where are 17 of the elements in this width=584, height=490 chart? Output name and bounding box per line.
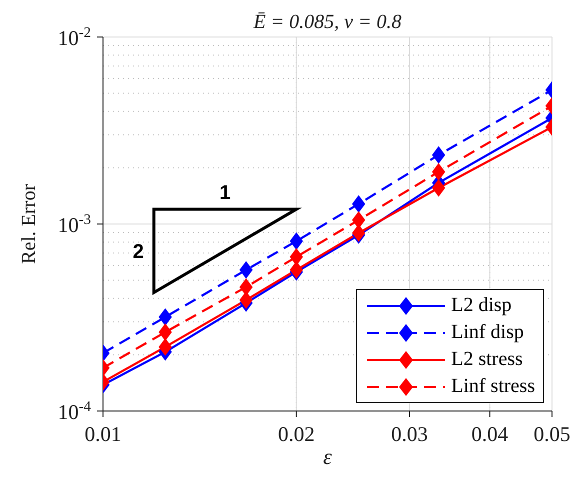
legend-label: L2 stress [451, 348, 523, 371]
legend-label: L2 disp [451, 294, 512, 317]
legend-label: Linf stress [451, 375, 535, 398]
y-axis-title: Rel. Error [18, 184, 40, 264]
y-tick-label: 10$^{-4}$ [58, 399, 92, 424]
x-tick-label: 0.04 [471, 422, 509, 446]
y-tick-label: 10$^{-2}$ [58, 25, 91, 50]
annotation: 1 [220, 182, 231, 204]
annotation: 2 [132, 240, 144, 263]
x-tick-label: 0.05 [534, 422, 570, 446]
x-axis-title: ε [323, 444, 332, 469]
x-tick-label: 0.03 [391, 422, 428, 446]
y-tick-label: 10$^{-3}$ [58, 212, 91, 237]
legend-label: Linf disp [451, 321, 524, 344]
x-tick-label: 0.01 [84, 422, 122, 446]
x-tick-label: 0.02 [278, 422, 315, 446]
chart-title: Ē = 0.085, ν = 0.8 [252, 11, 402, 33]
